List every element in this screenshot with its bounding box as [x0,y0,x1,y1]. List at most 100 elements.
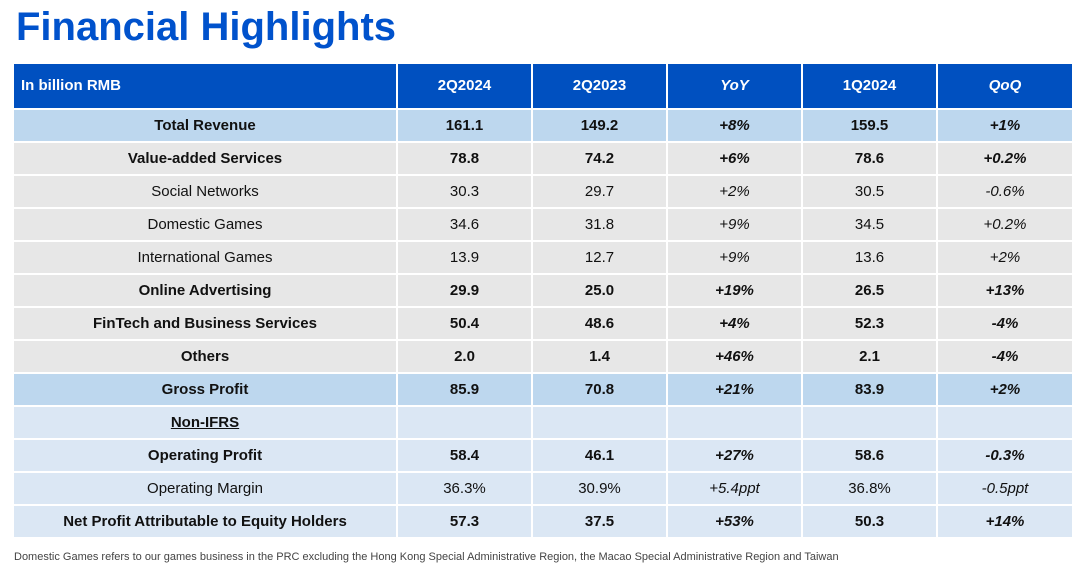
cell-2q2023: 48.6 [531,306,668,341]
cell-1q2024 [801,405,938,440]
cell-yoy: +53% [666,504,803,539]
table-row: Online Advertising 29.9 25.0 +19% 26.5 +13% [12,273,1074,308]
header-label: In billion RMB [12,62,398,110]
cell-yoy: +2% [666,174,803,209]
row-label: Non-IFRS [12,405,398,440]
table-row: Operating Profit 58.4 46.1 +27% 58.6 -0.3% [12,438,1074,473]
cell-2q2023: 37.5 [531,504,668,539]
cell-qoq: -4% [936,306,1074,341]
cell-1q2024: 78.6 [801,141,938,176]
cell-qoq: +1% [936,108,1074,143]
cell-yoy: +5.4ppt [666,471,803,506]
cell-yoy: +6% [666,141,803,176]
cell-yoy: +8% [666,108,803,143]
table-row: Gross Profit 85.9 70.8 +21% 83.9 +2% [12,372,1074,407]
cell-qoq: -0.3% [936,438,1074,473]
cell-2q2024: 29.9 [396,273,533,308]
cell-1q2024: 52.3 [801,306,938,341]
cell-2q2024: 78.8 [396,141,533,176]
section-header-row: Non-IFRS [12,405,1074,440]
cell-2q2023: 30.9% [531,471,668,506]
cell-2q2024: 34.6 [396,207,533,242]
table-row: Net Profit Attributable to Equity Holder… [12,504,1074,539]
table-row: Social Networks 30.3 29.7 +2% 30.5 -0.6% [12,174,1074,209]
cell-2q2024: 36.3% [396,471,533,506]
cell-2q2023: 25.0 [531,273,668,308]
header-yoy: YoY [666,62,803,110]
cell-qoq [936,405,1074,440]
cell-1q2024: 58.6 [801,438,938,473]
cell-qoq: -0.5ppt [936,471,1074,506]
table-row: Domestic Games 34.6 31.8 +9% 34.5 +0.2% [12,207,1074,242]
financial-highlights-table: In billion RMB 2Q2024 2Q2023 YoY 1Q2024 … [12,62,1074,539]
header-qoq: QoQ [936,62,1074,110]
cell-2q2024: 85.9 [396,372,533,407]
cell-2q2024: 57.3 [396,504,533,539]
cell-2q2024: 13.9 [396,240,533,275]
table-row: Operating Margin 36.3% 30.9% +5.4ppt 36.8% -0… [12,471,1074,506]
cell-1q2024: 30.5 [801,174,938,209]
cell-1q2024: 26.5 [801,273,938,308]
cell-qoq: +0.2% [936,141,1074,176]
table-row: International Games 13.9 12.7 +9% 13.6 +2% [12,240,1074,275]
table-row: FinTech and Business Services 50.4 48.6 +4%… [12,306,1074,341]
cell-2q2023: 1.4 [531,339,668,374]
row-label: Social Networks [12,174,398,209]
cell-2q2024: 161.1 [396,108,533,143]
page-title: Financial Highlights [16,5,397,49]
cell-qoq: +0.2% [936,207,1074,242]
cell-2q2023 [531,405,668,440]
header-2q2023: 2Q2023 [531,62,668,110]
row-label: Domestic Games [12,207,398,242]
table-header-row: In billion RMB 2Q2024 2Q2023 YoY 1Q2024 … [12,62,1074,110]
footnote: Domestic Games refers to our games busin… [14,551,839,563]
table-row: Value-added Services 78.8 74.2 +6% 78.6 +0.2% [12,141,1074,176]
row-label: Others [12,339,398,374]
cell-2q2023: 46.1 [531,438,668,473]
cell-1q2024: 34.5 [801,207,938,242]
cell-2q2023: 149.2 [531,108,668,143]
header-2q2024: 2Q2024 [396,62,533,110]
cell-1q2024: 83.9 [801,372,938,407]
cell-qoq: +2% [936,372,1074,407]
table-row: Total Revenue 161.1 149.2 +8% 159.5 +1% [12,108,1074,143]
cell-1q2024: 13.6 [801,240,938,275]
row-label: Total Revenue [12,108,398,143]
cell-yoy: +21% [666,372,803,407]
cell-2q2024: 30.3 [396,174,533,209]
row-label: Value-added Services [12,141,398,176]
cell-2q2024 [396,405,533,440]
cell-2q2024: 50.4 [396,306,533,341]
cell-2q2023: 29.7 [531,174,668,209]
cell-1q2024: 36.8% [801,471,938,506]
cell-1q2024: 159.5 [801,108,938,143]
section-label: Non-IFRS [170,414,240,431]
cell-yoy: +4% [666,306,803,341]
row-label: Operating Profit [12,438,398,473]
cell-2q2024: 2.0 [396,339,533,374]
cell-yoy: +9% [666,240,803,275]
cell-qoq: -0.6% [936,174,1074,209]
row-label: Operating Margin [12,471,398,506]
cell-yoy: +46% [666,339,803,374]
cell-2q2023: 70.8 [531,372,668,407]
cell-2q2023: 12.7 [531,240,668,275]
cell-2q2024: 58.4 [396,438,533,473]
cell-1q2024: 50.3 [801,504,938,539]
table-row: Others 2.0 1.4 +46% 2.1 -4% [12,339,1074,374]
cell-2q2023: 74.2 [531,141,668,176]
row-label: FinTech and Business Services [12,306,398,341]
row-label: Online Advertising [12,273,398,308]
cell-qoq: -4% [936,339,1074,374]
cell-yoy: +9% [666,207,803,242]
cell-1q2024: 2.1 [801,339,938,374]
cell-qoq: +2% [936,240,1074,275]
row-label: Gross Profit [12,372,398,407]
header-1q2024: 1Q2024 [801,62,938,110]
cell-yoy: +19% [666,273,803,308]
cell-yoy [666,405,803,440]
row-label: International Games [12,240,398,275]
cell-yoy: +27% [666,438,803,473]
cell-qoq: +13% [936,273,1074,308]
cell-qoq: +14% [936,504,1074,539]
